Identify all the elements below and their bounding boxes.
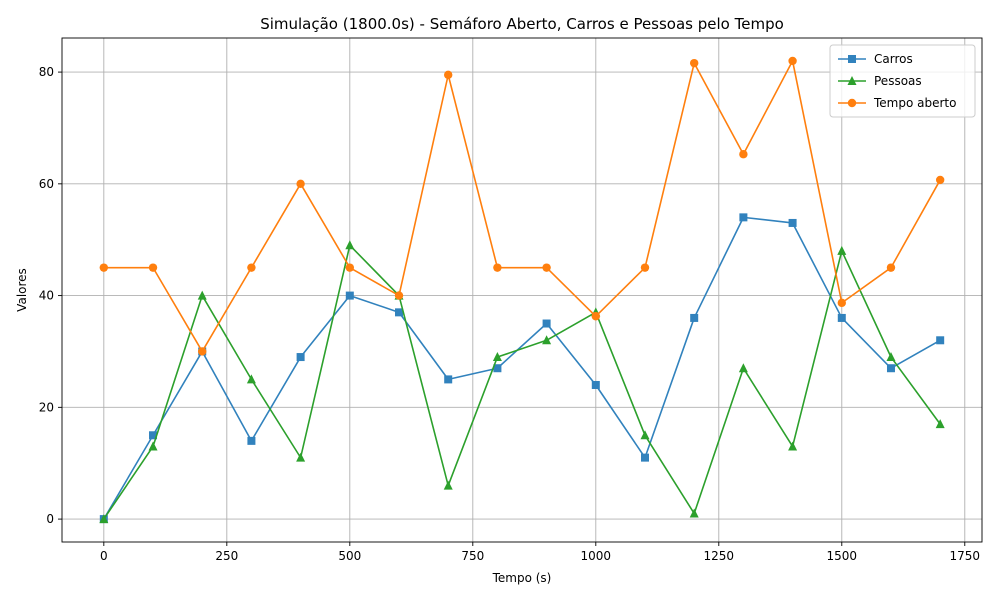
- data-point-pessoas: [640, 430, 650, 440]
- y-tick-label: 0: [46, 512, 54, 526]
- legend-label: Tempo aberto: [873, 96, 956, 110]
- data-point-pessoas: [492, 352, 502, 362]
- legend-label: Pessoas: [874, 74, 922, 88]
- plot-frame: [61, 37, 983, 543]
- y-tick-label: 80: [39, 65, 54, 79]
- legend-box: [829, 44, 976, 118]
- series-tempo-aberto: [99, 56, 945, 356]
- y-tick-label: 20: [39, 400, 54, 414]
- x-axis-ticks: 0 250 500 750 1000 1250 1500 1750: [100, 542, 980, 563]
- data-point-pessoas: [837, 245, 847, 255]
- x-tick-label: 500: [338, 549, 361, 563]
- data-point-carros: [788, 218, 797, 227]
- x-tick-label: 1750: [950, 549, 981, 563]
- data-point-carros: [296, 353, 305, 362]
- data-point-pessoas: [788, 441, 798, 451]
- data-point-pessoas: [886, 352, 896, 362]
- legend-item-carros: Carros: [838, 52, 913, 66]
- x-tick-label: 1250: [704, 549, 735, 563]
- y-axis-label: Valores: [15, 268, 29, 312]
- data-point-pessoas: [99, 514, 109, 524]
- data-point-carros: [739, 213, 748, 222]
- data-point-carros: [493, 364, 502, 373]
- series-line-carros: [103, 216, 941, 520]
- data-point-tempo-aberto: [99, 263, 109, 272]
- legend-label: Carros: [874, 52, 913, 66]
- data-point-pessoas: [443, 480, 453, 490]
- y-tick-label: 60: [39, 177, 54, 191]
- grid: [62, 38, 982, 542]
- data-point-pessoas: [689, 508, 699, 518]
- data-point-pessoas: [246, 374, 256, 384]
- data-point-tempo-aberto: [640, 263, 650, 272]
- data-point-carros: [345, 291, 354, 300]
- series-pessoas: [99, 240, 945, 524]
- data-point-pessoas: [738, 363, 748, 373]
- data-point-pessoas: [148, 441, 158, 451]
- series-line-pessoas: [103, 244, 941, 520]
- data-point-tempo-aberto: [837, 298, 846, 308]
- legend-item-tempo-aberto: Tempo aberto: [838, 96, 956, 110]
- data-point-carros: [247, 436, 256, 445]
- data-point-carros: [640, 453, 649, 462]
- data-point-tempo-aberto: [394, 291, 404, 300]
- data-point-tempo-aberto: [689, 58, 699, 68]
- legend-item-pessoas: Pessoas: [838, 74, 922, 88]
- data-point-tempo-aberto: [886, 263, 896, 272]
- data-point-carros: [395, 308, 404, 317]
- data-point-carros: [886, 364, 895, 373]
- data-point-pessoas: [296, 452, 306, 462]
- data-point-tempo-aberto: [935, 175, 945, 185]
- series-layer: [99, 56, 945, 524]
- legend-marker: [847, 98, 857, 108]
- data-point-carros: [837, 313, 846, 322]
- legend: Carros Pessoas Tempo aberto: [829, 44, 976, 118]
- data-point-tempo-aberto: [148, 263, 158, 272]
- data-point-carros: [936, 336, 945, 345]
- x-tick-label: 250: [215, 549, 238, 563]
- data-point-tempo-aberto: [788, 56, 797, 66]
- data-point-tempo-aberto: [542, 263, 551, 272]
- data-point-tempo-aberto: [739, 150, 748, 159]
- x-axis-label: Tempo (s): [492, 571, 552, 585]
- data-point-tempo-aberto: [591, 312, 600, 321]
- data-point-carros: [444, 375, 453, 384]
- data-point-pessoas: [542, 335, 552, 345]
- data-point-pessoas: [345, 240, 355, 250]
- data-point-tempo-aberto: [345, 263, 355, 272]
- data-point-pessoas: [935, 419, 945, 429]
- data-point-carros: [690, 313, 699, 322]
- x-tick-label: 0: [100, 549, 108, 563]
- data-point-pessoas: [197, 290, 207, 300]
- data-point-tempo-aberto: [493, 263, 502, 272]
- data-point-carros: [591, 380, 600, 389]
- data-point-tempo-aberto: [444, 70, 453, 80]
- x-tick-label: 1000: [581, 549, 612, 563]
- data-point-carros: [542, 319, 551, 328]
- x-tick-label: 750: [461, 549, 484, 563]
- legend-marker: [848, 55, 856, 63]
- data-point-tempo-aberto: [198, 347, 207, 356]
- data-point-carros: [149, 431, 158, 440]
- legend-marker: [847, 76, 857, 85]
- series-line-tempo-aberto: [103, 60, 941, 353]
- x-tick-label: 1500: [827, 549, 858, 563]
- data-point-tempo-aberto: [247, 263, 256, 272]
- y-axis-ticks: 0 20 40 60 80: [39, 65, 62, 526]
- chart-title: Simulação (1800.0s) - Semáforo Aberto, C…: [260, 15, 784, 33]
- data-point-tempo-aberto: [296, 179, 305, 189]
- y-tick-label: 40: [39, 289, 54, 303]
